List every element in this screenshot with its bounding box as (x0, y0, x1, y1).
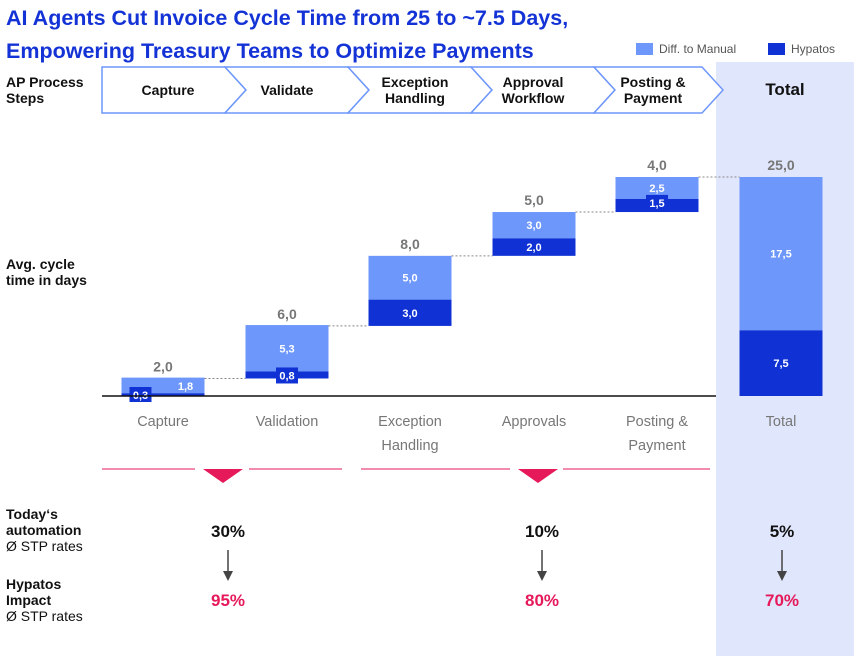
bar-label-diff: 17,5 (770, 249, 791, 261)
step-label-line2: Payment (623, 90, 683, 106)
page-title: AI Agents Cut Invoice Cycle Time from 25… (6, 6, 569, 63)
label-badge (646, 194, 668, 211)
arrow-down-icon (223, 550, 233, 581)
bar-label-diff: 3,0 (526, 220, 541, 232)
bar-total-label: 4,0 (647, 157, 667, 173)
process-chevrons (101, 66, 725, 114)
axis-label-line2: time in days (6, 272, 87, 288)
bar-total-label: 8,0 (400, 236, 420, 252)
bar-diff (739, 177, 823, 331)
x-label-capture: Capture (108, 410, 218, 434)
bar-hypatos (368, 299, 452, 326)
bar-hypatos (739, 330, 823, 396)
x-label-posting: Posting & Payment (602, 410, 712, 458)
impact-label-line3: Ø STP rates (6, 608, 83, 624)
bar-total-label: 5,0 (524, 192, 544, 208)
today-label-line2: automation (6, 522, 82, 538)
bar-label-hypatos: 7,5 (773, 358, 788, 370)
step-label-line2: Handling (385, 90, 445, 106)
bar-label-hypatos: 0,8 (279, 370, 294, 382)
bar-hypatos-capture (121, 393, 205, 396)
bar-diff (615, 177, 699, 199)
step-label-line1: Posting & (620, 74, 686, 90)
legend-item-hypatos: Hypatos (768, 42, 835, 56)
process-row-label: AP Process Steps (6, 74, 84, 106)
bar-total-label: 6,0 (277, 306, 297, 322)
x-label-line: Handling (381, 438, 439, 454)
bar-hypatos (492, 238, 576, 256)
legend-swatch-hypatos (768, 43, 785, 55)
hypatos-impact-label: Hypatos Impact Ø STP rates (6, 576, 83, 624)
legend-swatch-diff (636, 43, 653, 55)
chevron-posting (592, 66, 725, 114)
x-label-total: Total (726, 410, 836, 434)
process-row-label-line1: AP Process (6, 74, 84, 90)
today-automation-label: Today‘s automation Ø STP rates (6, 506, 83, 554)
bar-label-diff: 5,0 (402, 273, 417, 285)
x-label-line: Total (765, 414, 797, 430)
axis-label: Avg. cycle time in days (6, 256, 87, 288)
bar-label-diff: 2,5 (649, 183, 664, 195)
x-label-exception: Exception Handling (355, 410, 465, 458)
axis-label-line1: Avg. cycle (6, 256, 75, 272)
step-approval: Approval Workflow (478, 66, 588, 114)
x-label-line: Payment (628, 438, 686, 454)
arrow-down-icon (537, 550, 547, 581)
x-label-line: Validation (255, 414, 319, 430)
stp-today-value: 30% (210, 522, 246, 541)
step-validate: Validate (232, 66, 342, 114)
total-column-header: Total (765, 80, 805, 99)
bar-label-diff: 1,8 (178, 381, 193, 393)
bar-label-hypatos: 3,0 (402, 308, 417, 320)
bar-diff (492, 212, 576, 239)
legend-item-diff: Diff. to Manual (636, 42, 736, 56)
stp-impact-value: 70% (764, 591, 800, 610)
process-row-label-line2: Steps (6, 90, 45, 106)
stp-today-value: 10% (524, 522, 560, 541)
step-label-line1: Approval (502, 74, 564, 90)
bar-diff (368, 255, 452, 300)
arrow-down-icon (777, 550, 787, 581)
stp-impact-value: 95% (210, 591, 246, 610)
x-label-approvals: Approvals (479, 410, 589, 434)
waterfall-chart: 0,31,82,05,30,86,05,03,08,03,02,05,02,51… (102, 157, 823, 402)
label-badge (173, 378, 198, 393)
x-label-line: Exception (378, 414, 442, 430)
x-label-line: Capture (137, 414, 189, 430)
label-badge (129, 387, 152, 402)
step-exception: Exception Handling (356, 66, 474, 114)
step-capture: Capture (112, 66, 224, 114)
step-label-line2: Workflow (501, 90, 565, 106)
today-label-line3: Ø STP rates (6, 538, 83, 554)
label-badge (276, 367, 298, 384)
impact-label-line1: Hypatos (6, 576, 62, 592)
bar-label-hypatos: 2,0 (526, 242, 541, 254)
step-posting: Posting & Payment (598, 66, 708, 114)
x-label-validation: Validation (232, 410, 342, 434)
step-label-line1: Capture (141, 82, 195, 98)
bar-label-diff: 5,3 (279, 343, 294, 355)
bar-total-label: 25,0 (767, 157, 794, 173)
pointer-triangle (518, 469, 558, 483)
pointer-triangle (203, 469, 243, 483)
bar-label-hypatos: 1,5 (649, 198, 664, 210)
legend-label-hypatos: Hypatos (791, 42, 836, 56)
stp-today-value: 5% (769, 522, 795, 541)
x-label-line: Posting & (625, 414, 689, 430)
impact-label-line2: Impact (6, 592, 52, 608)
x-label-line: Approvals (501, 414, 567, 430)
today-label-line1: Today‘s (6, 506, 58, 522)
bar-diff (245, 325, 329, 372)
stp-impact-value: 80% (524, 591, 560, 610)
step-label-line1: Validate (260, 82, 314, 98)
legend-label-diff: Diff. to Manual (659, 42, 737, 56)
bar-total-label: 2,0 (153, 358, 173, 374)
step-label-line1: Exception (381, 74, 449, 90)
group-separators (102, 468, 710, 483)
